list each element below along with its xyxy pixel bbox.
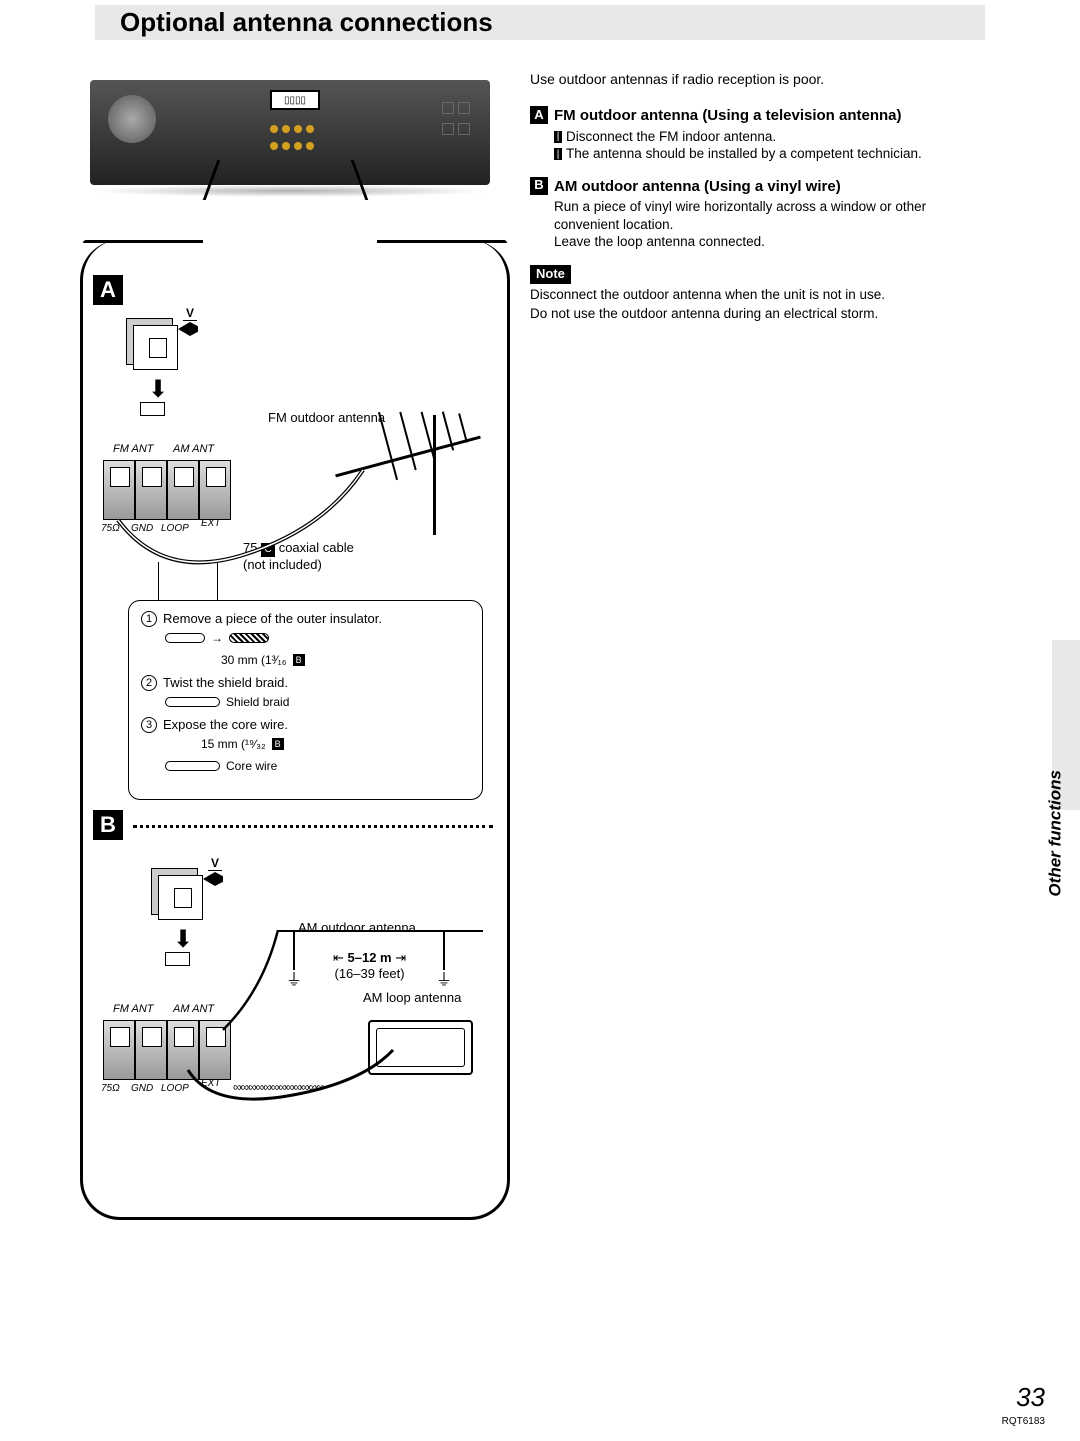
section-b-body1: Run a piece of vinyl wire horizontally a… — [554, 198, 970, 233]
note-label: Note — [530, 265, 571, 284]
receiver-knob — [108, 95, 156, 143]
step-2-text: Twist the shield braid. — [163, 675, 288, 690]
section-a-heading: A FM outdoor antenna (Using a television… — [530, 106, 970, 126]
bullet-icon: | — [554, 148, 562, 160]
step-1-num: 1 — [141, 611, 157, 627]
diagram-label-a: A — [93, 275, 123, 305]
am-ant-label: AM ANT — [173, 443, 214, 455]
v-label: V — [208, 856, 222, 871]
v-label: V — [183, 306, 197, 321]
terminal-closeup-a: V ⬇ — [128, 320, 213, 410]
am-outdoor-label: AM outdoor antenna — [298, 920, 416, 935]
section-b-label: B — [530, 177, 548, 195]
coax-prep-steps: 1 Remove a piece of the outer insulator.… — [128, 600, 483, 800]
page-number: 33 — [1016, 1382, 1045, 1413]
section-a-label: A — [530, 106, 548, 124]
step-3-measure: 15 mm (¹⁹⁄₃₂B — [201, 737, 470, 751]
right-column: Use outdoor antennas if radio reception … — [530, 70, 970, 323]
wire-drop-2 — [443, 930, 445, 970]
step-2-num: 2 — [141, 675, 157, 691]
section-b-title: AM outdoor antenna (Using a vinyl wire) — [554, 177, 841, 197]
note-line-2: Do not use the outdoor antenna during an… — [530, 305, 970, 323]
arrow-down-icon: ⬇ — [173, 925, 193, 954]
receiver-jacks — [270, 125, 314, 133]
ground-icon: ⏚ — [436, 966, 452, 990]
coil-icon: ∞∞∞∞∞∞∞∞∞∞∞∞ — [233, 1080, 363, 1094]
section-a-title: FM outdoor antenna (Using a television a… — [554, 106, 902, 126]
receiver-port-highlight: ▯▯▯▯ — [270, 90, 320, 110]
callout-pointer — [158, 562, 218, 602]
receiver-illustration: ▯▯▯▯ — [90, 70, 490, 200]
fm-ant-label-b: FM ANT — [113, 1003, 154, 1015]
section-a-bullet-2: | The antenna should be installed by a c… — [554, 145, 970, 163]
section-a-bullet-1-text: Disconnect the FM indoor antenna. — [566, 128, 776, 146]
bullet-icon: | — [554, 131, 562, 143]
left-column: ▯▯▯▯ A B V ⬇ FM outdoor antenna — [80, 70, 510, 1220]
step-3-num: 3 — [141, 717, 157, 733]
section-a-bullet-2-text: The antenna should be installed by a com… — [566, 145, 922, 163]
section-b-heading: B AM outdoor antenna (Using a vinyl wire… — [530, 177, 970, 197]
note-line-1: Disconnect the outdoor antenna when the … — [530, 286, 970, 304]
arrow-down-icon: ⬇ — [148, 375, 168, 404]
title-bar: Optional antenna connections — [95, 5, 985, 40]
doc-code: RQT6183 — [1002, 1416, 1045, 1427]
page-title: Optional antenna connections — [120, 7, 493, 38]
diagram-label-b: B — [93, 810, 123, 840]
diagram-divider — [133, 825, 493, 828]
step-1-measure: 30 mm (1³⁄₁₆B — [221, 653, 470, 667]
receiver-shadow — [90, 185, 490, 197]
step-3-illustration: Core wire — [165, 759, 470, 773]
receiver-jacks-2 — [270, 142, 314, 150]
gnd-label-b: GND — [131, 1083, 153, 1094]
75ohm-label-b: 75Ω — [101, 1083, 120, 1094]
intro-text: Use outdoor antennas if radio reception … — [530, 70, 970, 88]
fm-ant-label: FM ANT — [113, 443, 154, 455]
step-1-text: Remove a piece of the outer insulator. — [163, 611, 382, 626]
side-tab-text: Other functions — [1046, 770, 1066, 897]
receiver-right-panel — [440, 100, 480, 150]
step-3-text: Expose the core wire. — [163, 717, 288, 732]
am-loop-label: AM loop antenna — [363, 990, 461, 1005]
step-1-illustration: → — [165, 631, 470, 645]
callout-frame: A B V ⬇ FM outdoor antenna FM ANT AM ANT… — [80, 240, 510, 1220]
am-wire-to-terminal — [213, 930, 313, 1050]
section-a-bullet-1: | Disconnect the FM indoor antenna. — [554, 128, 970, 146]
section-b-body2: Leave the loop antenna connected. — [554, 233, 970, 251]
step-2-illustration: Shield braid — [165, 695, 470, 709]
am-range: ⇤ 5–12 m ⇥ (16–39 feet) — [333, 950, 406, 981]
am-ant-label-b: AM ANT — [173, 1003, 214, 1015]
